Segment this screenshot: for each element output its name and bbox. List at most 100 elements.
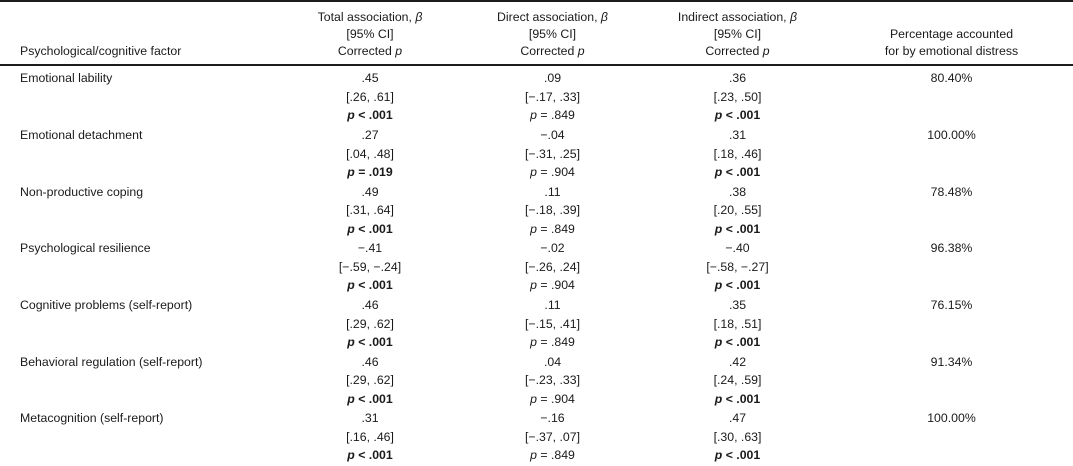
direct-beta-value: .09 [543, 71, 562, 86]
table-body: Emotional lability .45 .09 .36 80.40% [.… [0, 65, 1073, 466]
direct-beta-value: .11 [544, 184, 561, 199]
table-row-p: p < .001 p = .849 p < .001 [0, 333, 1073, 352]
p-symbol: p [530, 221, 537, 236]
p-rest: = .849 [540, 335, 575, 350]
direct-beta-value: −.16 [540, 411, 565, 426]
direct-ci-value: [−.15, .41] [524, 316, 581, 331]
direct-p-value: p = .849 [460, 106, 645, 125]
table-row-beta: Emotional detachment .27 −.04 .31 100.00… [0, 125, 1073, 145]
factor-cell: Psychological resilience [20, 241, 151, 256]
p-symbol: p [347, 221, 355, 236]
table-row-ci: [.16, .46] [−.37, .07] [.30, .63] [0, 428, 1073, 447]
direct-association-label: Direct association, [497, 10, 598, 24]
header-row: Psychological/cognitive factor Total ass… [0, 1, 1073, 67]
total-beta-value: .46 [361, 297, 379, 312]
beta-symbol: β [600, 10, 608, 24]
p-rest: < .001 [358, 108, 393, 123]
p-rest: < .001 [725, 335, 761, 350]
indirect-beta-value: .42 [728, 354, 747, 369]
total-p-value: p < .001 [280, 390, 460, 409]
direct-p-value: p = .849 [460, 333, 645, 352]
table-row-beta: Psychological resilience −.41 −.02 −.40 … [0, 238, 1073, 258]
direct-p-value: p = .849 [460, 446, 645, 466]
total-p-value: p = .019 [280, 163, 460, 182]
table-row-ci: [.31, .64] [−.18, .39] [.20, .55] [0, 201, 1073, 220]
p-rest: < .001 [358, 278, 393, 293]
factor-cell: Behavioral regulation (self-report) [20, 354, 203, 369]
beta-symbol: β [415, 10, 423, 24]
direct-beta-value: .04 [543, 354, 562, 369]
p-symbol: p [347, 108, 355, 123]
total-beta-value: .49 [361, 184, 379, 199]
indirect-p-value: p < .001 [645, 276, 830, 295]
total-beta-value: −.41 [357, 241, 383, 256]
p-symbol: p [530, 108, 537, 123]
corrected-label: Corrected [337, 43, 392, 58]
p-symbol: p [347, 335, 355, 350]
total-association-label: Total association, [317, 10, 412, 24]
total-ci-value: [.29, .62] [346, 316, 394, 331]
p-symbol: p [347, 165, 355, 180]
direct-beta-value: .11 [544, 297, 561, 312]
factor-cell: Emotional detachment [20, 128, 143, 143]
p-rest: = .849 [540, 108, 575, 123]
total-ci-value: [.29, .62] [346, 373, 394, 388]
direct-ci-value: [−.26, .24] [524, 259, 581, 274]
p-symbol: p [714, 221, 723, 236]
total-beta-value: .46 [361, 354, 379, 369]
table-row-p: p < .001 p = .904 p < .001 [0, 390, 1073, 409]
total-beta-value: .31 [361, 411, 379, 426]
total-p-value: p < .001 [280, 446, 460, 466]
indirect-p-value: p < .001 [645, 163, 830, 182]
total-p-value: p < .001 [280, 333, 460, 352]
indirect-ci-value: [−.58, −.27] [706, 259, 769, 274]
beta-symbol: β [790, 10, 798, 24]
p-symbol: p [714, 165, 723, 180]
total-beta-value: .27 [361, 128, 379, 143]
table-row-ci: [.26, .61] [−.17, .33] [.23, .50] [0, 88, 1073, 107]
p-symbol: p [530, 165, 537, 180]
header-percentage: Percentage accounted for by emotional di… [830, 1, 1073, 67]
factor-cell: Metacognition (self-report) [20, 411, 164, 426]
direct-ci-value: [−.18, .39] [524, 203, 581, 218]
percentage-value: 100.00% [927, 128, 976, 143]
table-row-beta: Non-productive coping .49 .11 .38 78.48% [0, 182, 1073, 202]
p-symbol: p [347, 391, 355, 406]
p-symbol: p [347, 278, 355, 293]
factor-cell: Cognitive problems (self-report) [20, 297, 193, 312]
corrected-label: Corrected [705, 43, 760, 58]
ci-label: [95% CI] [713, 26, 762, 41]
p-symbol: p [714, 278, 723, 293]
p-symbol: p [714, 391, 723, 406]
table-row-beta: Cognitive problems (self-report) .46 .11… [0, 295, 1073, 315]
p-symbol: p [714, 108, 723, 123]
table-row-p: p < .001 p = .904 p < .001 [0, 276, 1073, 295]
direct-p-value: p = .904 [460, 276, 645, 295]
total-beta-value: .45 [361, 71, 379, 86]
direct-p-value: p = .904 [460, 390, 645, 409]
total-p-value: p < .001 [280, 276, 460, 295]
total-p-value: p < .001 [280, 106, 460, 125]
p-symbol: p [530, 448, 537, 463]
total-ci-value: [.26, .61] [346, 89, 394, 104]
percentage-value: 96.38% [930, 241, 973, 256]
indirect-association-label: Indirect association, [677, 10, 787, 24]
indirect-beta-value: .36 [728, 71, 747, 86]
indirect-beta-value: .38 [728, 184, 747, 199]
header-direct: Direct association, β [95% CI] Corrected… [460, 1, 645, 67]
indirect-p-value: p < .001 [645, 390, 830, 409]
p-rest: < .001 [358, 221, 393, 236]
percentage-label-line2: for by emotional distress [884, 43, 1019, 58]
corrected-label: Corrected [520, 43, 575, 58]
factor-cell: Emotional lability [20, 71, 113, 86]
total-ci-value: [−.59, −.24] [338, 259, 402, 274]
indirect-beta-value: −.40 [725, 241, 750, 256]
p-symbol: p [530, 335, 537, 350]
indirect-p-value: p < .001 [645, 106, 830, 125]
direct-p-value: p = .904 [460, 163, 645, 182]
table-row-ci: [.29, .62] [−.23, .33] [.24, .59] [0, 371, 1073, 390]
table-row-ci: [.04, .48] [−.31, .25] [.18, .46] [0, 145, 1073, 164]
table-row-p: p < .001 p = .849 p < .001 [0, 220, 1073, 239]
p-symbol: p [714, 448, 723, 463]
